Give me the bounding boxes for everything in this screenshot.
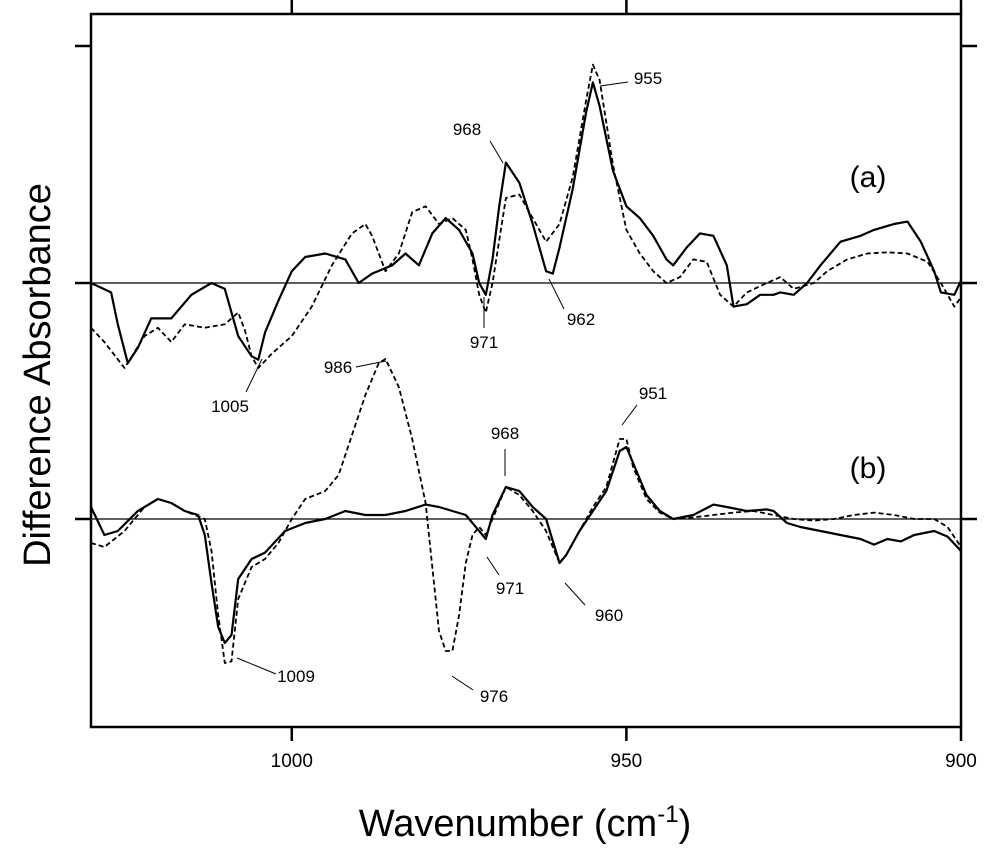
annotation-leader <box>564 582 586 606</box>
annotation-label: 968 <box>491 424 519 443</box>
series-a-solid <box>90 81 962 365</box>
x-tick-label: 1000 <box>271 751 313 772</box>
annotation-label: 962 <box>567 310 595 329</box>
plot-border <box>89 12 963 729</box>
annotation-label: 986 <box>324 358 352 377</box>
x-axis-title-main: Wavenumber (cm <box>359 803 657 845</box>
x-tick-label: 900 <box>945 751 977 772</box>
annotation-leader <box>599 81 629 87</box>
annotation-label: 955 <box>634 69 662 88</box>
annotation-label: 960 <box>595 606 623 625</box>
plot-data <box>90 63 962 664</box>
annotation-label: 1005 <box>211 397 249 416</box>
annotation-leader <box>548 278 565 310</box>
annotation-leader <box>486 556 500 576</box>
annotation-label: 1009 <box>277 667 315 686</box>
annotation-label: 976 <box>480 687 508 706</box>
x-tick-label: 950 <box>611 751 643 772</box>
y-axis-title: Difference Absorbance <box>17 183 59 567</box>
annotation-label: 968 <box>453 120 481 139</box>
plot-frame: 1000 950 900 <box>75 0 977 772</box>
series-a-dashed <box>90 63 962 369</box>
annotation-leader <box>489 140 504 164</box>
panel-label-a: (a) <box>850 161 887 194</box>
peak-annotations: (a) 955 968 971 962 1005 (b) 986 968 951 971 960 100… <box>211 69 886 706</box>
series-b-solid <box>90 445 962 645</box>
annotation-leader <box>355 360 387 368</box>
annotation-leader <box>621 404 638 426</box>
x-axis-title: Wavenumber (cm-1) <box>359 801 691 845</box>
annotation-label: 971 <box>470 333 498 352</box>
annotation-leader <box>245 358 263 393</box>
x-axis-title-close: ) <box>679 803 692 845</box>
annotation-label: 951 <box>639 384 667 403</box>
panel-label-b: (b) <box>850 452 887 485</box>
series-b-dashed <box>90 358 962 664</box>
annotation-leader <box>236 657 277 675</box>
x-axis-title-superscript: -1 <box>657 801 678 828</box>
annotation-label: 971 <box>496 579 524 598</box>
annotation-leader <box>451 675 474 691</box>
